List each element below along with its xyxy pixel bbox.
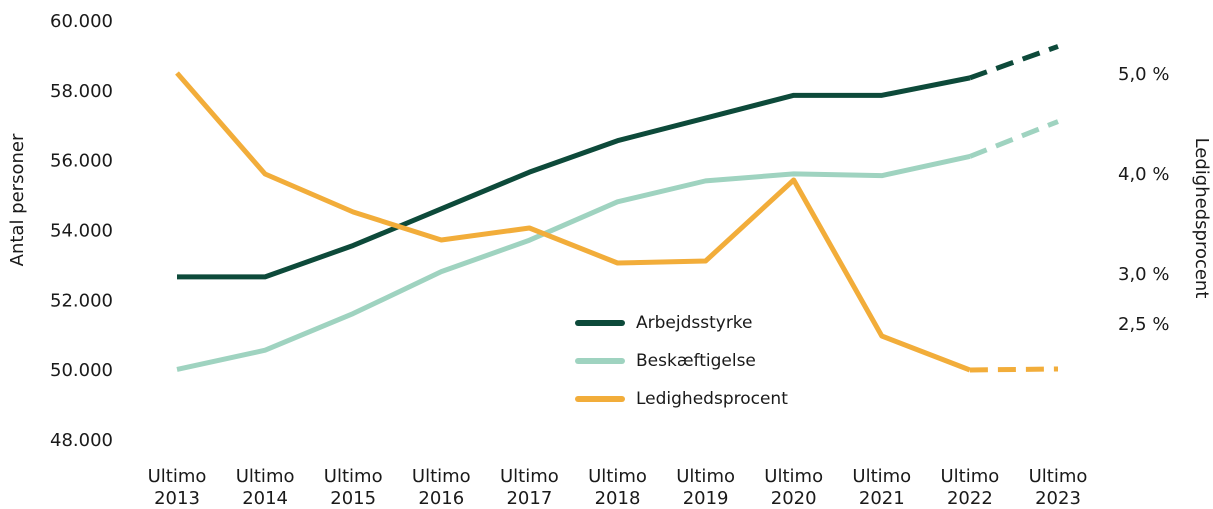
y-tick-label: 48.000 (50, 430, 113, 451)
x-tick-label: Ultimo 2019 (676, 466, 735, 509)
legend-label: Beskæftigelse (636, 351, 756, 371)
x-tick-label: Ultimo 2021 (852, 466, 911, 509)
series-line-dashed (969, 366, 1059, 373)
legend-label: Arbejdsstyrke (636, 313, 753, 333)
y2-tick-label: 2,5 % (1118, 314, 1169, 335)
x-tick-label: Ultimo 2015 (324, 466, 383, 509)
x-tick-label: Ultimo 2020 (764, 466, 823, 509)
series-line (175, 71, 971, 373)
y2-tick-label: 4,0 % (1118, 164, 1169, 185)
series-line-dashed (968, 119, 1059, 159)
y-tick-label: 58.000 (50, 81, 113, 102)
y-axis-title: Antal personer (7, 133, 28, 266)
y-tick-label: 52.000 (50, 290, 113, 311)
series-line-dashed (969, 44, 1059, 81)
y-tick-label: 54.000 (50, 221, 113, 242)
x-tick-label: Ultimo 2022 (941, 466, 1000, 509)
x-tick-label: Ultimo 2013 (148, 466, 207, 509)
y2-tick-label: 3,0 % (1118, 264, 1169, 285)
y-tick-label: 56.000 (50, 151, 113, 172)
x-tick-label: Ultimo 2018 (588, 466, 647, 509)
x-tick-label: Ultimo 2014 (236, 466, 295, 509)
legend-label: Ledighedsprocent (636, 389, 788, 409)
x-tick-label: Ultimo 2023 (1029, 466, 1088, 509)
x-tick-label: Ultimo 2016 (412, 466, 471, 509)
y2-axis-title: Ledighedsprocent (1191, 138, 1212, 299)
y2-tick-label: 5,0 % (1118, 64, 1169, 85)
series-line (177, 75, 971, 280)
y-tick-label: 50.000 (50, 360, 113, 381)
x-tick-label: Ultimo 2017 (500, 466, 559, 509)
series-line (176, 153, 971, 372)
y-tick-label: 60.000 (50, 11, 113, 32)
